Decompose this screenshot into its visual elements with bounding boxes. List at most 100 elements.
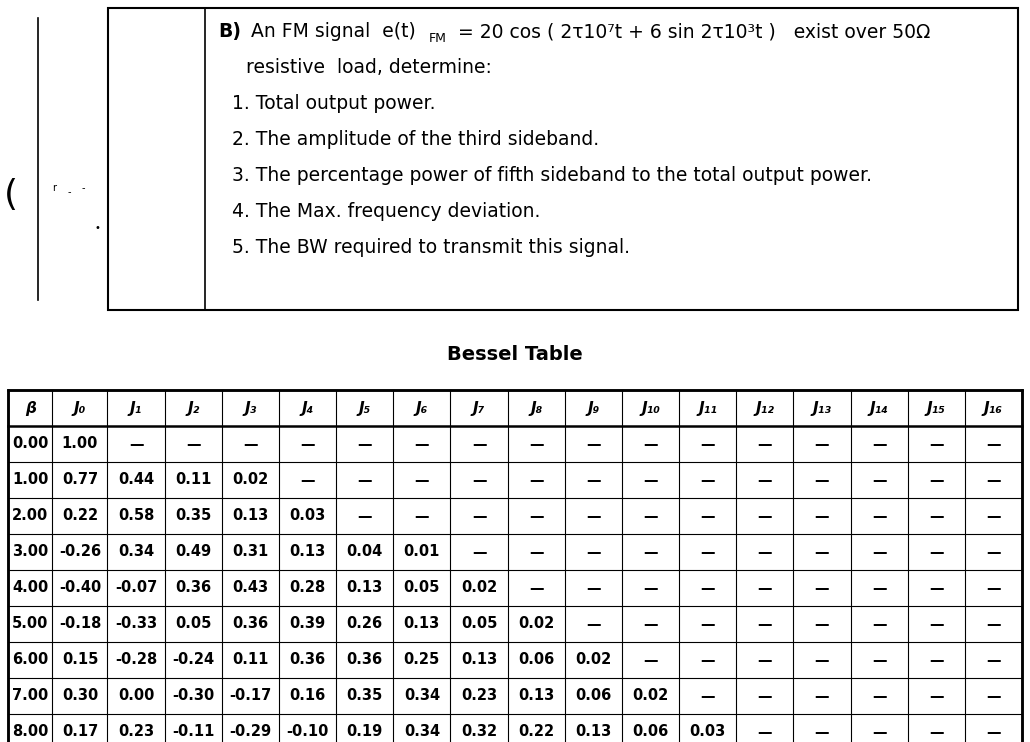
Text: —: — — [700, 473, 715, 487]
Text: 0.02: 0.02 — [460, 580, 497, 596]
Text: —: — — [357, 508, 372, 524]
Text: —: — — [815, 508, 829, 524]
Text: J₀: J₀ — [74, 401, 87, 416]
Text: 0.30: 0.30 — [62, 689, 98, 703]
Text: —: — — [757, 508, 772, 524]
Text: -0.28: -0.28 — [115, 652, 158, 668]
Text: —: — — [643, 508, 658, 524]
Text: 0.05: 0.05 — [404, 580, 440, 596]
Text: 0.26: 0.26 — [347, 617, 383, 631]
Text: —: — — [986, 724, 1001, 740]
Text: 0.44: 0.44 — [118, 473, 154, 487]
Text: -0.11: -0.11 — [172, 724, 214, 740]
Text: An FM signal  e(t): An FM signal e(t) — [251, 22, 416, 41]
Text: 4. The Max. frequency deviation.: 4. The Max. frequency deviation. — [232, 202, 541, 221]
Text: 0.06: 0.06 — [518, 652, 554, 668]
Text: —: — — [586, 436, 600, 451]
Text: —: — — [871, 473, 887, 487]
Text: 0.13: 0.13 — [518, 689, 554, 703]
Text: —: — — [757, 545, 772, 559]
Text: —: — — [529, 580, 544, 596]
Text: J₄: J₄ — [302, 401, 314, 416]
Text: —: — — [757, 724, 772, 740]
Text: —: — — [929, 580, 943, 596]
Text: 0.39: 0.39 — [289, 617, 325, 631]
Text: —: — — [700, 436, 715, 451]
Text: 0.03: 0.03 — [689, 724, 726, 740]
Text: 0.35: 0.35 — [346, 689, 383, 703]
Text: 0.06: 0.06 — [575, 689, 612, 703]
Text: 7.00: 7.00 — [12, 689, 48, 703]
Text: —: — — [815, 473, 829, 487]
Text: 0.58: 0.58 — [117, 508, 154, 524]
Text: -0.24: -0.24 — [172, 652, 214, 668]
Text: —: — — [757, 617, 772, 631]
Text: J₁₃: J₁₃ — [813, 401, 831, 416]
Text: —: — — [929, 545, 943, 559]
Text: 2. The amplitude of the third sideband.: 2. The amplitude of the third sideband. — [232, 130, 599, 149]
Text: —: — — [301, 436, 315, 451]
Text: —: — — [815, 689, 829, 703]
Text: 5. The BW required to transmit this signal.: 5. The BW required to transmit this sign… — [232, 238, 630, 257]
Text: —: — — [871, 436, 887, 451]
Text: -0.17: -0.17 — [230, 689, 272, 703]
Text: —: — — [757, 580, 772, 596]
Text: 0.34: 0.34 — [404, 689, 440, 703]
Text: 1. Total output power.: 1. Total output power. — [232, 94, 436, 113]
Text: —: — — [415, 473, 430, 487]
Text: 0.35: 0.35 — [175, 508, 211, 524]
Text: 0.13: 0.13 — [346, 580, 383, 596]
Text: —: — — [871, 652, 887, 668]
Text: β: β — [25, 401, 36, 416]
Text: J₅: J₅ — [358, 401, 371, 416]
Text: -: - — [82, 183, 85, 193]
Text: 0.05: 0.05 — [175, 617, 211, 631]
Text: 0.03: 0.03 — [289, 508, 325, 524]
Text: 0.34: 0.34 — [404, 724, 440, 740]
Text: J₁: J₁ — [130, 401, 142, 416]
Text: 0.13: 0.13 — [289, 545, 325, 559]
Text: —: — — [929, 652, 943, 668]
Text: 0.02: 0.02 — [632, 689, 668, 703]
Text: J₈: J₈ — [530, 401, 542, 416]
Text: —: — — [243, 436, 258, 451]
Text: 0.36: 0.36 — [175, 580, 211, 596]
Bar — [8, 390, 1022, 742]
Text: 0.02: 0.02 — [575, 652, 612, 668]
Text: —: — — [815, 652, 829, 668]
Bar — [108, 8, 1018, 310]
Text: —: — — [301, 473, 315, 487]
Text: 0.36: 0.36 — [289, 652, 325, 668]
Text: —: — — [871, 580, 887, 596]
Text: —: — — [757, 689, 772, 703]
Text: 6.00: 6.00 — [12, 652, 48, 668]
Text: J₁₂: J₁₂ — [755, 401, 775, 416]
Text: -0.18: -0.18 — [59, 617, 101, 631]
Text: —: — — [415, 436, 430, 451]
Text: 0.06: 0.06 — [632, 724, 668, 740]
Text: —: — — [757, 436, 772, 451]
Text: —: — — [643, 652, 658, 668]
Text: —: — — [700, 689, 715, 703]
Text: —: — — [700, 652, 715, 668]
Text: 2.00: 2.00 — [12, 508, 48, 524]
Text: —: — — [586, 508, 600, 524]
Text: J₃: J₃ — [244, 401, 256, 416]
Text: -: - — [68, 187, 71, 197]
Text: —: — — [643, 473, 658, 487]
Text: -0.29: -0.29 — [230, 724, 272, 740]
Text: —: — — [757, 473, 772, 487]
Text: —: — — [871, 724, 887, 740]
Text: —: — — [929, 473, 943, 487]
Text: —: — — [472, 436, 486, 451]
Text: 8.00: 8.00 — [12, 724, 48, 740]
Text: J₁₅: J₁₅ — [927, 401, 946, 416]
Text: —: — — [586, 580, 600, 596]
Text: 5.00: 5.00 — [12, 617, 48, 631]
Text: 0.01: 0.01 — [404, 545, 440, 559]
Text: -0.10: -0.10 — [286, 724, 329, 740]
Text: 0.11: 0.11 — [175, 473, 211, 487]
Text: 0.13: 0.13 — [575, 724, 612, 740]
Text: J₁₄: J₁₄ — [869, 401, 889, 416]
Text: -0.40: -0.40 — [59, 580, 101, 596]
